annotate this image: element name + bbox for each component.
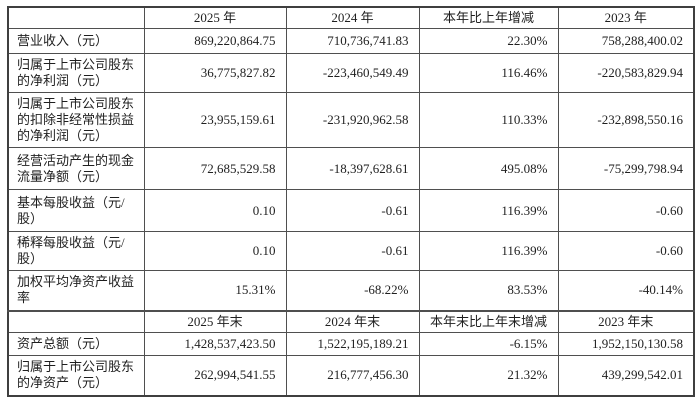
table-row-weighted-avg-roe: 加权平均净资产收益率 15.31% -68.22% 83.53% -40.14% [7,270,695,311]
value-2025: 869,220,864.75 [143,28,287,54]
yearend-header-2023: 2023 年末 [557,309,695,333]
table-row-operating-cash-flow: 经营活动产生的现金流量净额（元） 72,685,529.58 -18,397,6… [7,147,695,190]
year-header-2025: 2025 年 [143,6,287,29]
year-header-2024: 2024 年 [285,6,420,29]
value-change: 21.32% [418,354,559,397]
table-row-total-assets: 资产总额（元） 1,428,537,423.50 1,522,195,189.2… [7,331,695,356]
value-2024-end: 216,777,456.30 [285,354,420,397]
table-row-revenue: 营业收入（元） 869,220,864.75 710,736,741.83 22… [7,28,695,54]
value-2024: -0.61 [285,231,420,271]
table-row-net-profit-excl-nonrecurring: 归属于上市公司股东的扣除非经常性损益的净利润（元） 23,955,159.61 … [7,92,695,148]
value-2025-end: 1,428,537,423.50 [143,331,287,356]
metric-label: 加权平均净资产收益率 [7,270,145,311]
value-yoy: 495.08% [418,147,559,190]
value-2023: -0.60 [557,231,695,271]
metric-label: 经营活动产生的现金流量净额（元） [7,147,145,190]
value-yoy: 116.39% [418,189,559,232]
metric-label: 归属于上市公司股东的净资产（元） [7,354,145,397]
value-2024: -68.22% [285,270,420,311]
value-2023: -0.60 [557,189,695,232]
value-change: -6.15% [418,331,559,356]
value-2023-end: 439,299,542.01 [557,354,695,397]
metric-label: 归属于上市公司股东的净利润（元） [7,53,145,93]
value-yoy: 83.53% [418,270,559,311]
value-2023-end: 1,952,150,130.58 [557,331,695,356]
table-row-diluted-eps: 稀释每股收益（元/股） 0.10 -0.61 116.39% -0.60 [7,231,695,271]
value-2025: 36,775,827.82 [143,53,287,93]
metric-label: 资产总额（元） [7,331,145,356]
table-row-net-profit: 归属于上市公司股东的净利润（元） 36,775,827.82 -223,460,… [7,53,695,93]
value-yoy: 22.30% [418,28,559,54]
value-2024-end: 1,522,195,189.21 [285,331,420,356]
value-2025: 72,685,529.58 [143,147,287,190]
value-2023: 758,288,400.02 [557,28,695,54]
value-2025: 23,955,159.61 [143,92,287,148]
yearend-change-header: 本年末比上年末增减 [418,309,559,333]
value-2024: -0.61 [285,189,420,232]
value-2023: -75,299,798.94 [557,147,695,190]
metric-label: 归属于上市公司股东的扣除非经常性损益的净利润（元） [7,92,145,148]
metric-label: 基本每股收益（元/股） [7,189,145,232]
year-header-2023: 2023 年 [557,6,695,29]
value-2025: 15.31% [143,270,287,311]
value-2024: -231,920,962.58 [285,92,420,148]
value-2025-end: 262,994,541.55 [143,354,287,397]
value-2023: -220,583,829.94 [557,53,695,93]
section2-header-row: 2025 年末 2024 年末 本年末比上年末增减 2023 年末 [7,309,695,333]
yoy-change-header: 本年比上年增减 [418,6,559,29]
yearend-header-2025: 2025 年末 [143,309,287,333]
value-2025: 0.10 [143,189,287,232]
value-yoy: 116.46% [418,53,559,93]
value-2023: -40.14% [557,270,695,311]
metric-label: 稀释每股收益（元/股） [7,231,145,271]
value-2025: 0.10 [143,231,287,271]
value-2023: -232,898,550.16 [557,92,695,148]
yearend-header-2024: 2024 年末 [285,309,420,333]
metric-label: 营业收入（元） [7,28,145,54]
corner-cell [7,6,145,29]
value-2024: 710,736,741.83 [285,28,420,54]
value-2024: -18,397,628.61 [285,147,420,190]
value-2024: -223,460,549.49 [285,53,420,93]
table-row-net-assets: 归属于上市公司股东的净资产（元） 262,994,541.55 216,777,… [7,354,695,397]
financial-summary-table: 2025 年 2024 年 本年比上年增减 2023 年 营业收入（元） 869… [7,6,695,397]
value-yoy: 110.33% [418,92,559,148]
value-yoy: 116.39% [418,231,559,271]
section1-header-row: 2025 年 2024 年 本年比上年增减 2023 年 [7,6,695,29]
corner-cell [7,309,145,333]
table-row-basic-eps: 基本每股收益（元/股） 0.10 -0.61 116.39% -0.60 [7,189,695,232]
